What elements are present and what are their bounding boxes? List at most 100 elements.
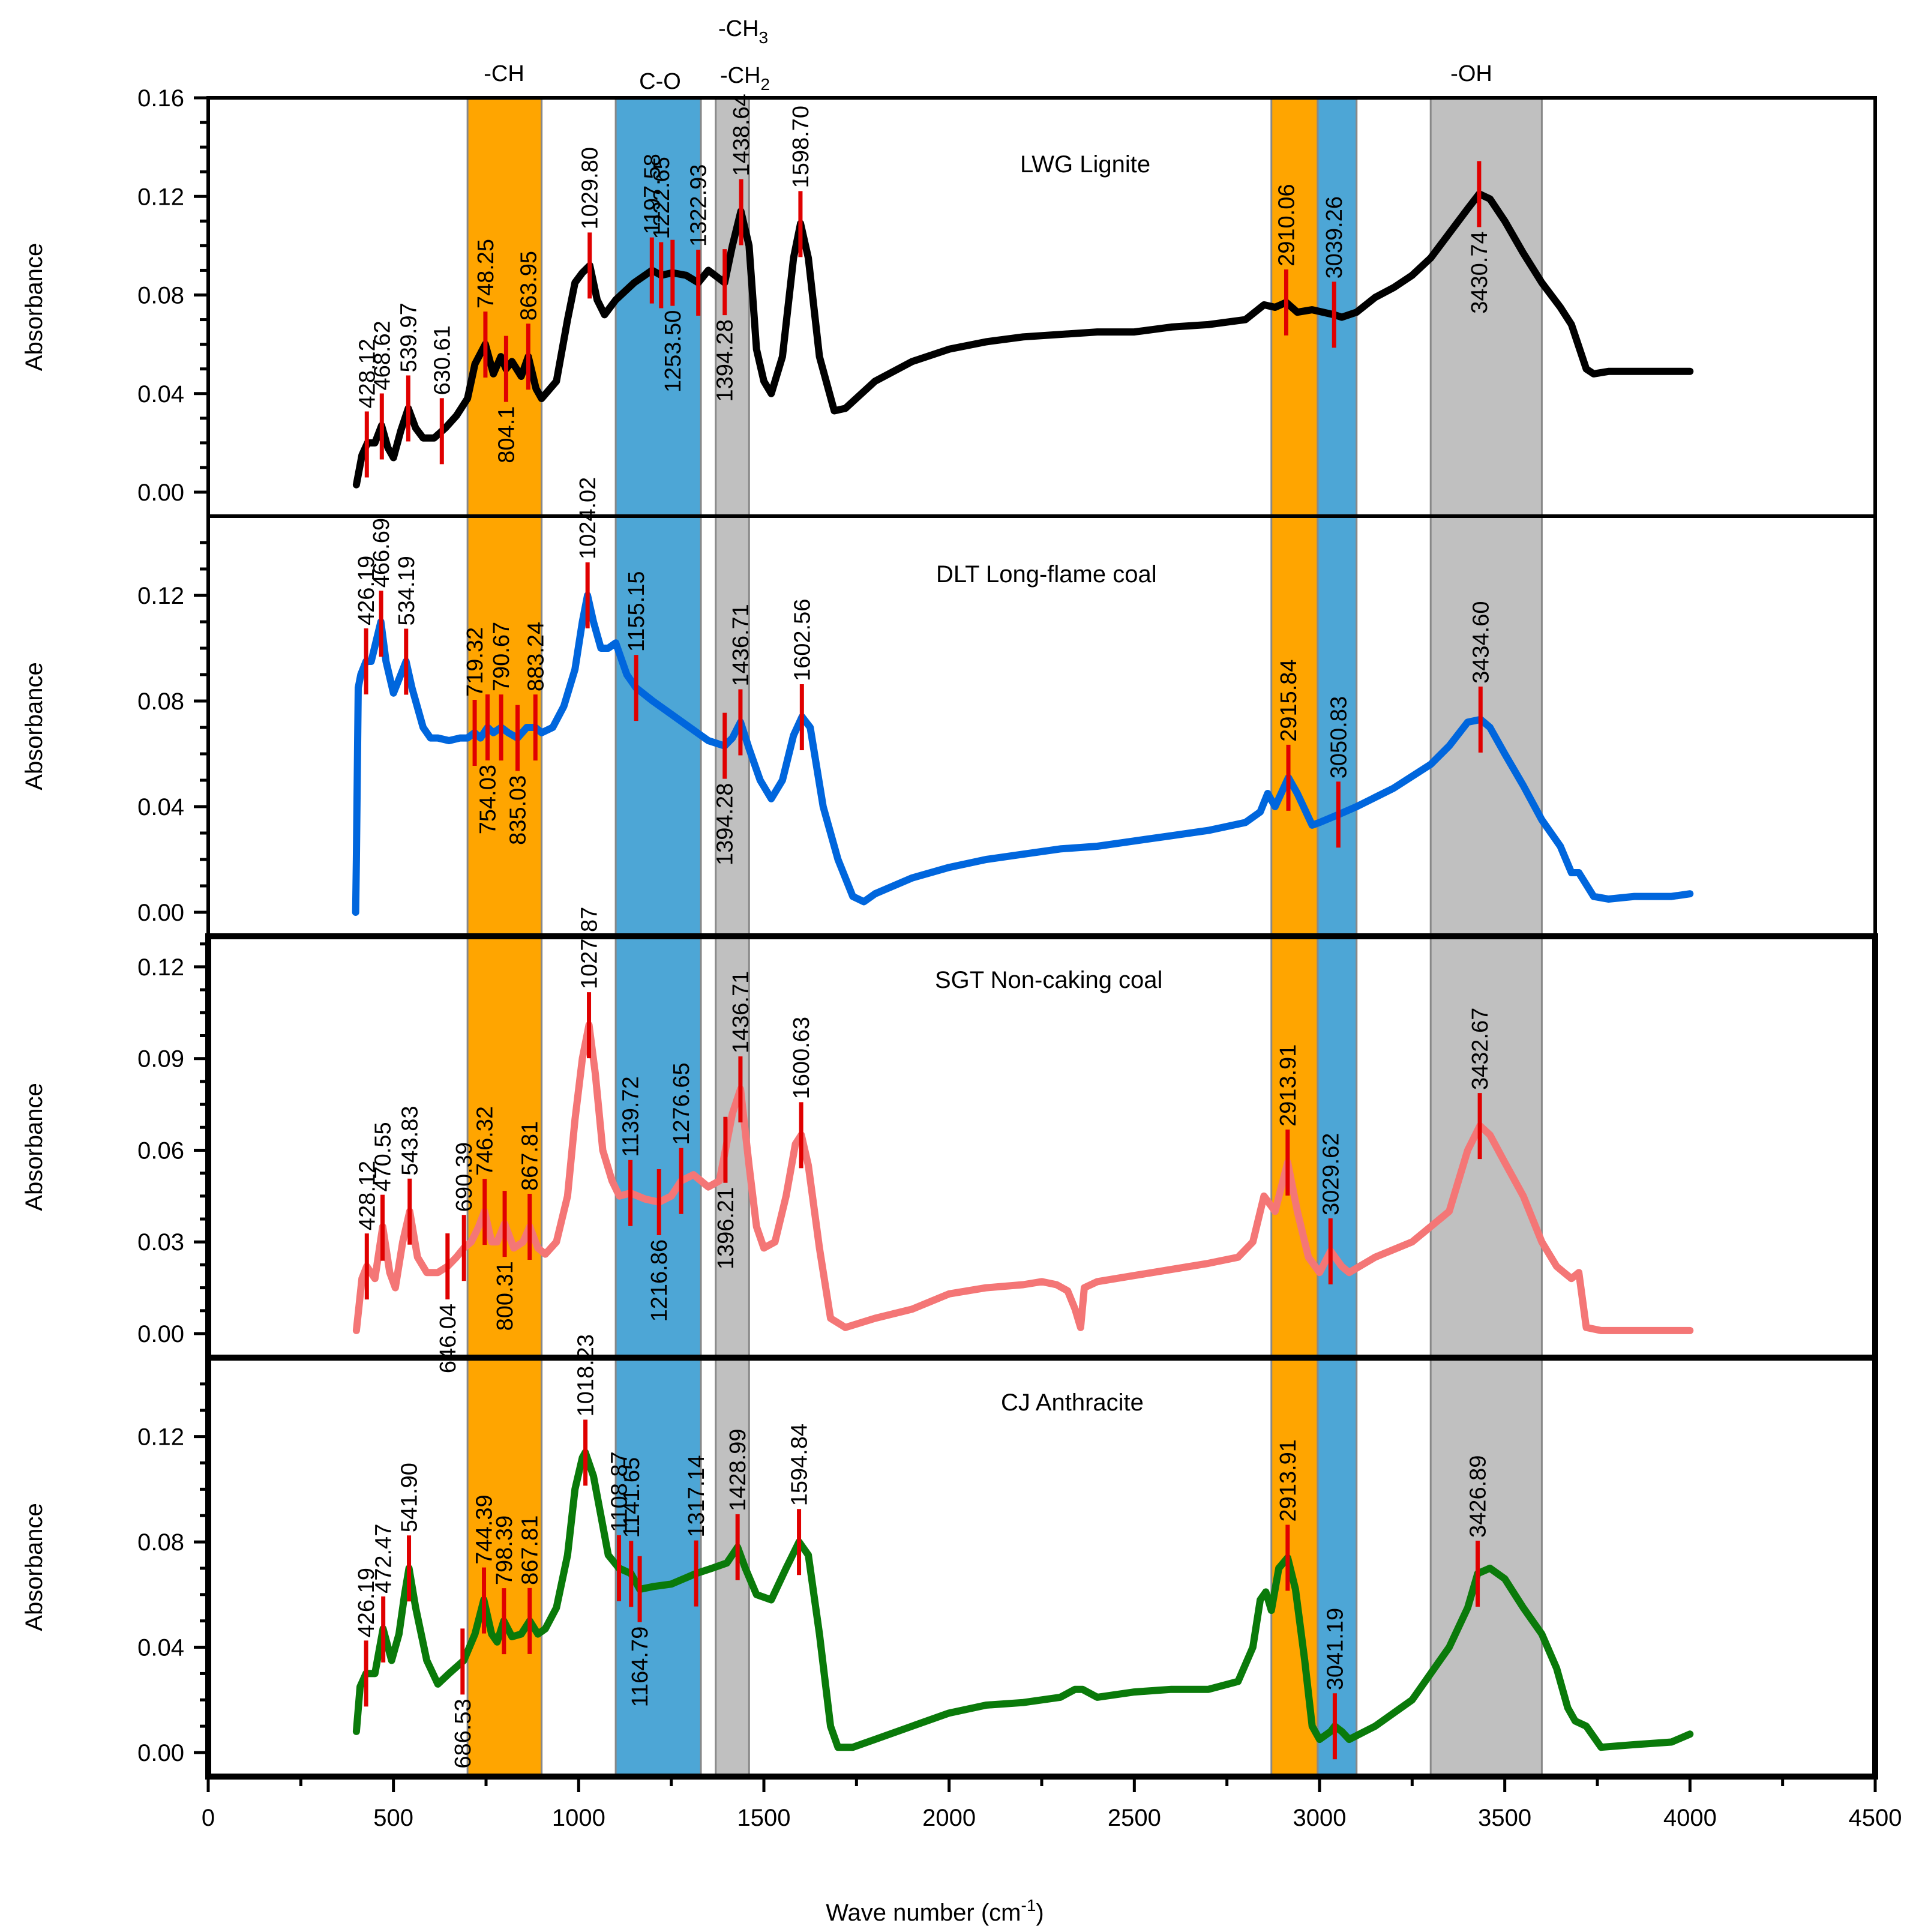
panel-3: 0.00 0.03 0.06 0.09 0.12 Absorbance SGT Non-ca… — [21, 907, 1878, 1373]
x-axis-title-end: ) — [1036, 1900, 1044, 1926]
peak-label: 1428.99 — [725, 1428, 751, 1511]
x-tick-label: 4500 — [1849, 1805, 1902, 1831]
peak-label: 1396.21 — [713, 1187, 739, 1269]
series-name-2: DLT Long-flame coal — [936, 561, 1157, 588]
peak-label: 534.19 — [394, 556, 419, 625]
peak-label: 3050.83 — [1326, 696, 1351, 778]
peak-label: 2910.06 — [1274, 184, 1299, 266]
peak-label: 686.53 — [451, 1699, 476, 1768]
panel-2: 0.00 0.04 0.08 0.12 Absorbance DLT Long-flame… — [21, 477, 1877, 938]
peak-label: 690.39 — [452, 1142, 477, 1212]
panel-4: 0.00 0.04 0.08 0.12 Absorbance CJ Anthracite 4… — [21, 1334, 1878, 1780]
band-label-ch2-sub: 2 — [761, 75, 770, 94]
y-tick-label: 0.12 — [137, 583, 184, 609]
peak-label: 1394.28 — [713, 319, 738, 402]
peak-label: 2913.91 — [1276, 1044, 1301, 1127]
y-tick-label: 0.04 — [137, 1635, 184, 1661]
peak-label: 748.25 — [473, 239, 499, 308]
band-label-ch2-text: -CH — [720, 63, 761, 88]
peak-label: 472.47 — [371, 1524, 397, 1593]
y-tick-label: 0.04 — [137, 381, 184, 408]
peak-label: 1394.28 — [713, 783, 738, 865]
y-tick-label: 0.00 — [137, 900, 184, 926]
series-line — [352, 190, 1694, 489]
series-line — [352, 592, 1694, 916]
x-tick-label: 1000 — [552, 1805, 605, 1831]
peak-label: 3430.74 — [1467, 231, 1492, 313]
y-tick-label: 0.08 — [137, 283, 184, 309]
peak-label: 1141.65 — [619, 1457, 644, 1538]
y-axis-title: Absorbance — [21, 662, 47, 790]
y-tick-label: 0.09 — [137, 1046, 184, 1073]
peak-label: 719.32 — [463, 627, 488, 697]
x-tick-label: 2500 — [1108, 1805, 1161, 1831]
y-tick-label: 0.08 — [137, 688, 184, 715]
svg-text:-CH3: -CH3 — [718, 16, 768, 47]
y-tick-label: 0.00 — [137, 1740, 184, 1766]
peak-label: 835.03 — [505, 775, 530, 845]
series-name-1: LWG Lignite — [1020, 151, 1150, 178]
band-label-oh: -OH — [1450, 61, 1492, 86]
y-tick-label: 0.03 — [137, 1229, 184, 1256]
peak-label: 867.81 — [518, 1121, 543, 1191]
peak-label: 539.97 — [396, 302, 421, 372]
peak-label: 1600.63 — [789, 1017, 814, 1099]
peak-label: 790.67 — [489, 622, 514, 691]
band-labels: -CH C-O -CH3 -CH2 -OH — [484, 16, 1492, 94]
y-tick-label: 0.12 — [137, 954, 184, 981]
peak-label: 630.61 — [430, 325, 455, 395]
y-tick-label: 0.12 — [137, 184, 184, 210]
peak-label: 1216.86 — [647, 1239, 672, 1322]
x-tick-label: 0 — [202, 1805, 215, 1831]
peak-label: 1602.56 — [790, 599, 815, 681]
x-axis-title-text: Wave number (cm — [826, 1900, 1021, 1926]
peak-label: 883.24 — [523, 622, 548, 691]
peak-label: 3434.60 — [1468, 601, 1494, 683]
y-axis-title: Absorbance — [21, 1503, 47, 1631]
peak-label: 1594.84 — [787, 1424, 812, 1506]
peak-label: 1029.80 — [578, 147, 603, 229]
x-tick-label: 500 — [373, 1805, 413, 1831]
peak-label: 3426.89 — [1466, 1455, 1491, 1538]
y-axis-title: Absorbance — [21, 243, 47, 371]
x-tick-label: 1500 — [737, 1805, 791, 1831]
peak-label: 1108.87 — [607, 1451, 632, 1532]
y-tick-label: 0.04 — [137, 794, 184, 820]
peak-label: 1018.23 — [574, 1334, 599, 1416]
x-tick-label: 3500 — [1478, 1805, 1531, 1831]
x-tick-label: 2000 — [922, 1805, 976, 1831]
peak-label: 1438.64 — [729, 94, 754, 176]
peak-label: 426.19 — [354, 1568, 379, 1637]
peak-label: 800.31 — [493, 1261, 518, 1331]
band-label-ch3-sub: 3 — [759, 28, 769, 47]
peak-label: 470.55 — [370, 1122, 395, 1191]
peak-label: 1276.65 — [669, 1062, 694, 1145]
band-label-ch3-text: -CH — [718, 16, 759, 41]
peak-label: 428.12 — [355, 339, 380, 408]
peak-label: 754.03 — [475, 765, 500, 834]
peak-label: 744.39 — [472, 1494, 497, 1564]
peak-label: 867.81 — [518, 1515, 543, 1585]
peak-label: 2913.91 — [1276, 1439, 1301, 1521]
peak-label: 798.39 — [492, 1515, 517, 1585]
panels-layer: 0.00 0.04 0.08 0.12 0.16 Absorbance LWG Lignit… — [21, 85, 1878, 1780]
peak-label: 1436.71 — [728, 604, 754, 686]
x-axis: 0 500 1000 1500 2000 2500 3000 3500 4000 4500 — [202, 1777, 1902, 1831]
peak-label: 1024.02 — [575, 477, 601, 559]
y-tick-label: 0.12 — [137, 1424, 184, 1451]
peak-label: 804.1 — [494, 406, 519, 463]
peak-label: 1222.65 — [649, 157, 674, 239]
peak-label: 2915.84 — [1276, 659, 1302, 741]
x-tick-label: 3000 — [1293, 1805, 1347, 1831]
peak-label: 1317.14 — [684, 1455, 709, 1537]
peak-label: 863.95 — [516, 251, 541, 320]
svg-text:-CH2: -CH2 — [720, 63, 770, 94]
peak-label: 1598.70 — [788, 106, 814, 188]
peak-label: 426.19 — [354, 556, 379, 625]
peak-label: 1139.72 — [619, 1076, 644, 1157]
peak-label: 1155.15 — [624, 571, 649, 652]
panel-1: 0.00 0.04 0.08 0.12 0.16 Absorbance LWG Lignit… — [21, 85, 1877, 518]
peak-label: 3041.19 — [1323, 1608, 1348, 1690]
peak-label: 1322.93 — [686, 164, 712, 247]
